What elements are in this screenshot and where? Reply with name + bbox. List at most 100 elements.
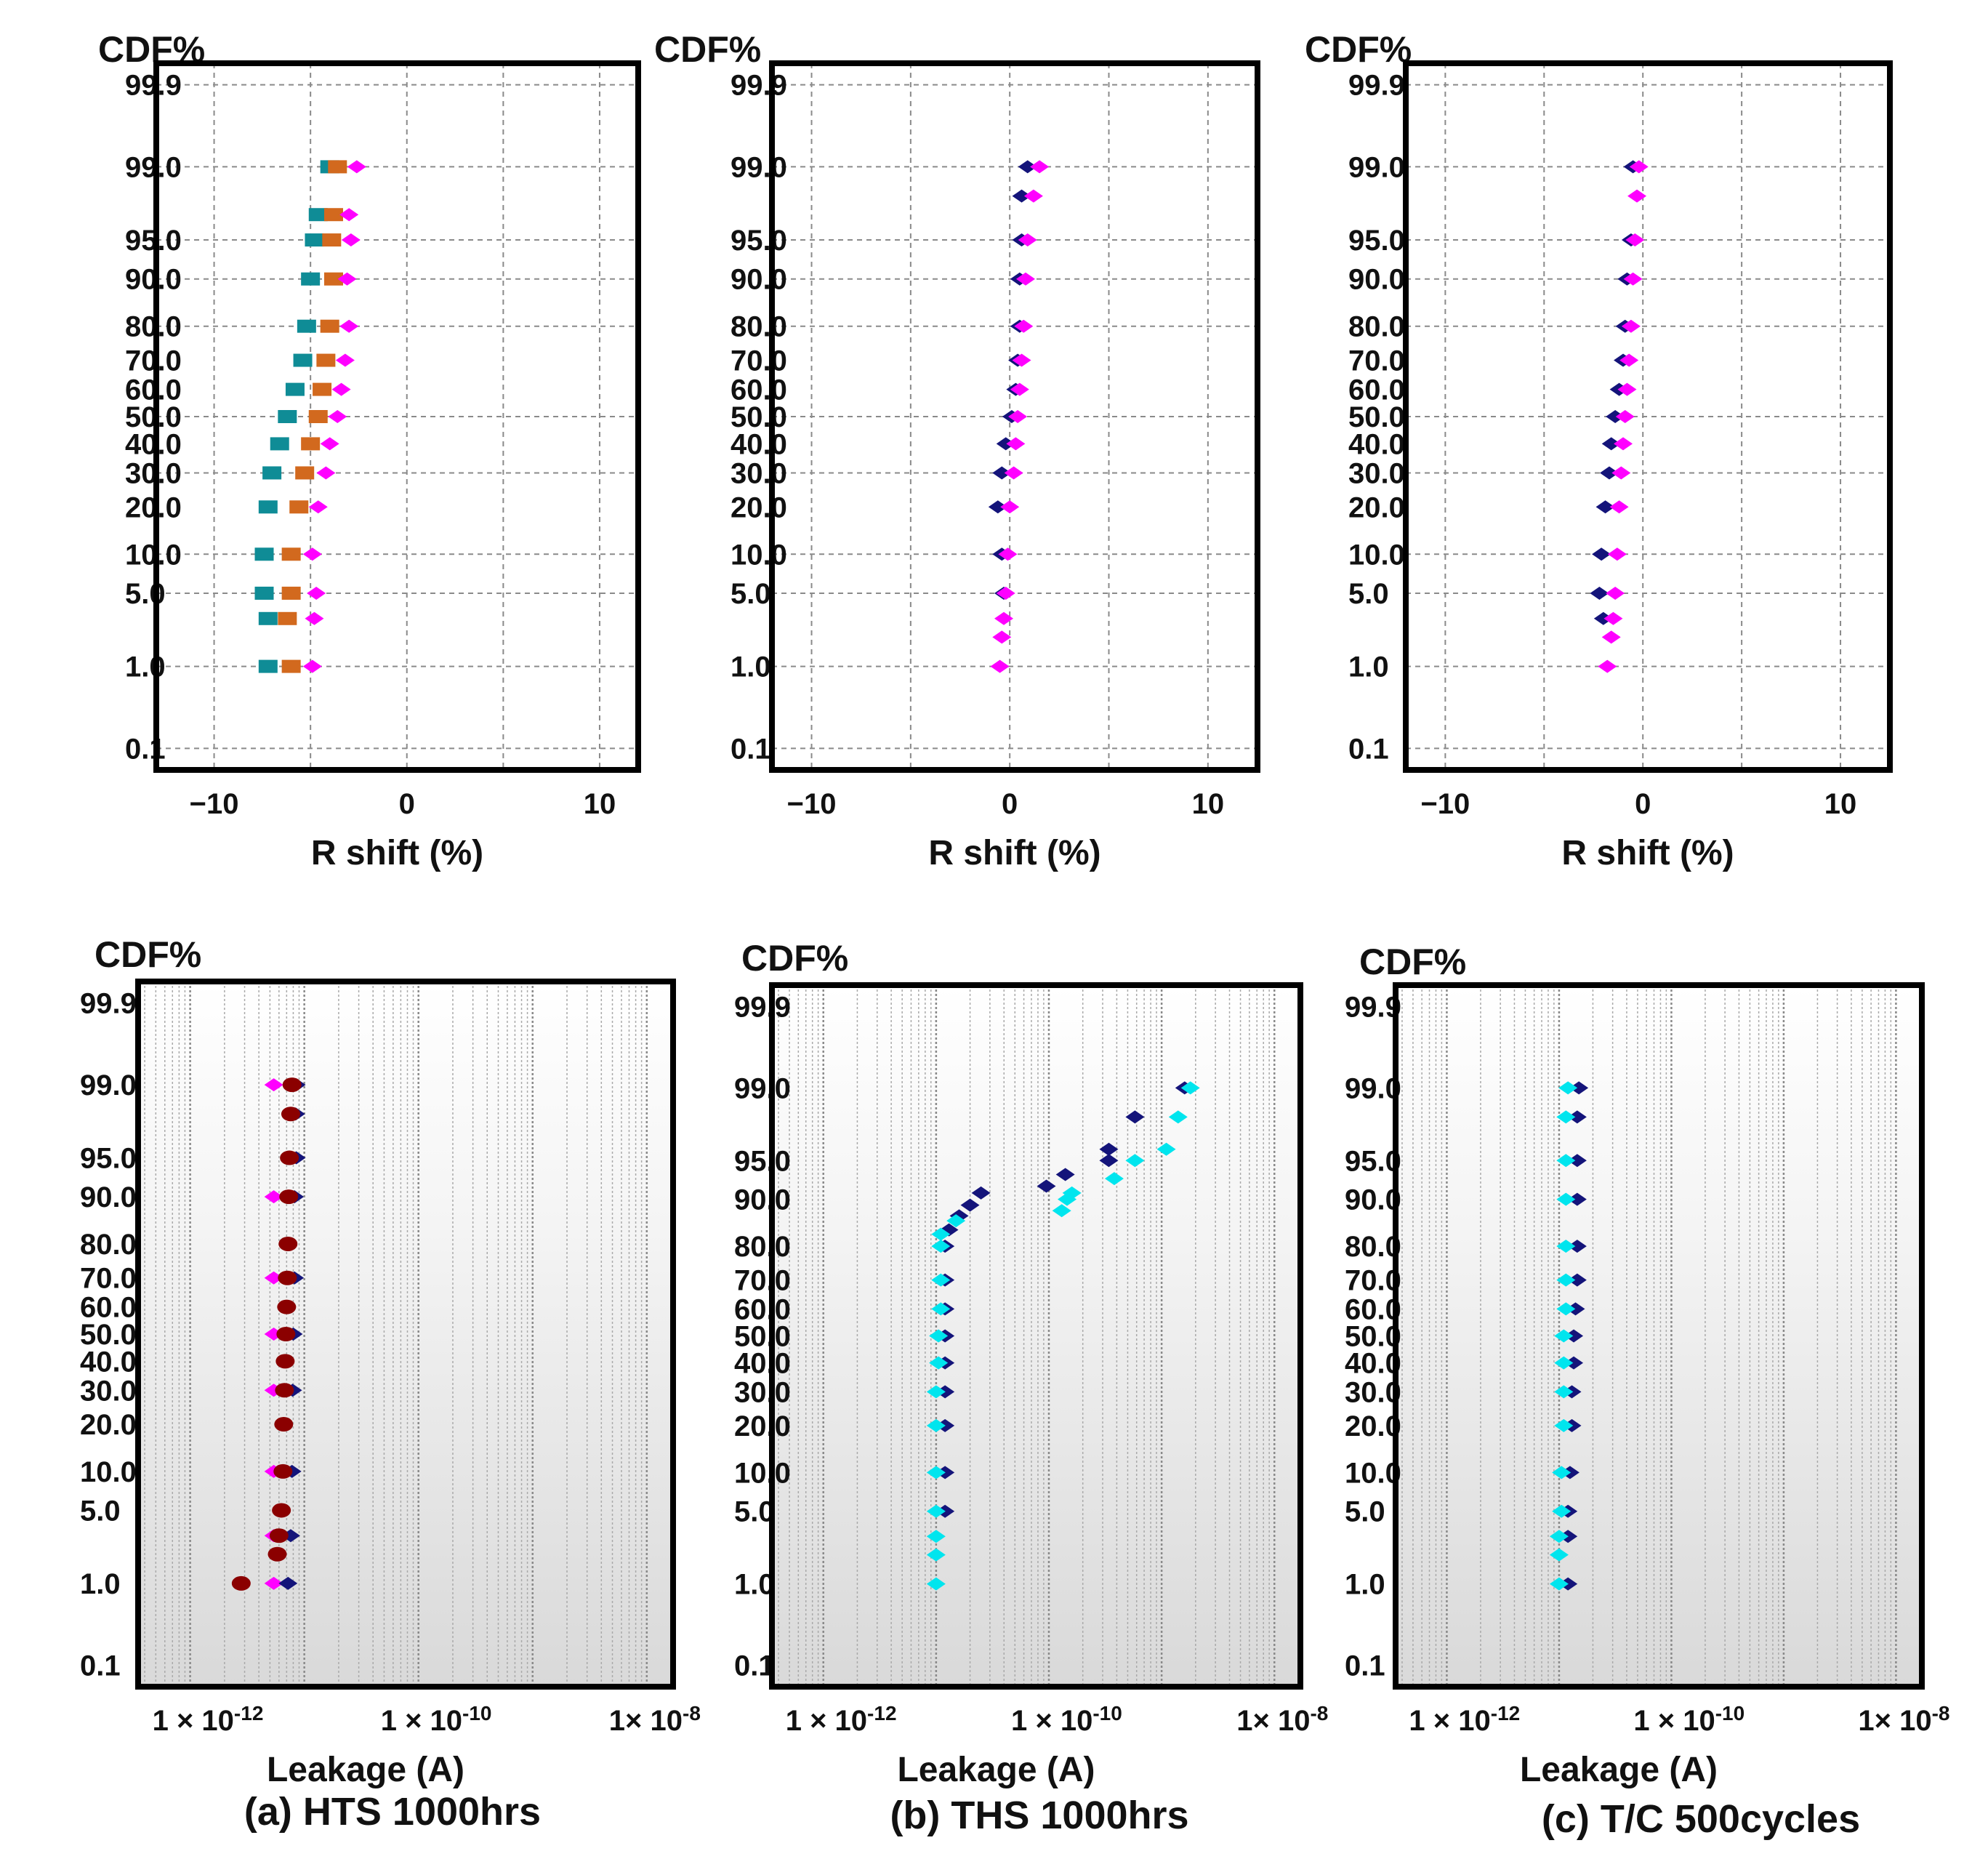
data-point	[1621, 319, 1641, 333]
series-teal	[254, 160, 339, 673]
data-point	[322, 233, 342, 247]
data-point	[272, 1503, 291, 1518]
y-tick-label: 60.0	[734, 1293, 791, 1325]
data-point	[328, 410, 347, 423]
data-point	[258, 611, 278, 625]
y-tick-label: 1.0	[125, 651, 166, 683]
y-tick-label: 99.9	[125, 70, 182, 102]
x-axis-title: Leakage (A)	[267, 1751, 464, 1789]
y-tick-label: 60.0	[731, 374, 787, 406]
series-cyan	[1549, 1081, 1578, 1591]
data-point	[1099, 1154, 1119, 1168]
x-tick-label: 1 × 10-10	[1633, 1702, 1744, 1737]
x-axis-title: R shift (%)	[311, 834, 483, 872]
x-tick-label: 10	[584, 788, 616, 820]
series-layer	[1549, 1081, 1589, 1591]
y-tick-label: 50.0	[1345, 1321, 1401, 1353]
y-tick-label: 20.0	[734, 1410, 791, 1442]
data-point	[295, 466, 315, 480]
plot-frame	[153, 60, 641, 773]
data-point	[282, 1077, 302, 1093]
y-tick-label: 99.0	[125, 151, 182, 183]
data-point	[258, 500, 278, 514]
data-point	[1099, 1142, 1119, 1156]
data-point	[1554, 1356, 1574, 1370]
y-tick-label: 50.0	[1348, 401, 1405, 433]
data-point	[305, 233, 324, 247]
x-tick-label: 10	[1824, 788, 1857, 820]
data-point	[931, 1227, 951, 1241]
data-point	[278, 611, 297, 625]
data-point	[1606, 410, 1625, 423]
data-point	[1564, 1356, 1584, 1370]
y-tick-label: 10.0	[1345, 1457, 1401, 1489]
data-point	[264, 1271, 283, 1285]
y-tick-label: 70.0	[1348, 345, 1405, 377]
y-tick-label: 60.0	[1345, 1293, 1401, 1325]
y-tick-label: 5.0	[125, 578, 166, 610]
data-point	[1018, 233, 1037, 247]
data-point	[992, 466, 1012, 480]
data-point	[1554, 1418, 1574, 1432]
panel-c-bottom: 99.9 99.0 95.0 90.0 80.070.060.050.040.030.0…	[1345, 941, 1950, 1789]
x-axis-title: R shift (%)	[928, 834, 1100, 872]
series-magenta	[990, 160, 1050, 673]
data-point	[279, 1189, 299, 1205]
plot-background	[772, 985, 1300, 1687]
data-point	[926, 1385, 946, 1399]
data-point	[926, 1548, 946, 1562]
x-tick-label: 1 × 10-12	[153, 1702, 264, 1737]
y-tick-label: 0.1	[1345, 1650, 1385, 1682]
y-tick-label: 0.1	[731, 733, 771, 765]
x-tick-label: 10	[1192, 788, 1225, 820]
plot-frame	[1393, 982, 1925, 1690]
y-tick-label: 20.0	[1348, 491, 1405, 523]
x-tick-label: 1 × 10-10	[381, 1702, 492, 1737]
y-tick-label: 20.0	[80, 1409, 137, 1441]
data-point	[1623, 272, 1643, 286]
data-point	[1593, 611, 1613, 625]
series-layer	[254, 160, 366, 673]
plot-background	[1406, 63, 1890, 770]
y-tick-label: 50.0	[125, 401, 182, 433]
data-point	[1617, 382, 1637, 396]
plot-background	[1396, 985, 1922, 1687]
x-tick-label: 1× 10-8	[1236, 1702, 1328, 1737]
data-point	[931, 1302, 951, 1316]
data-point	[1014, 319, 1034, 333]
data-point	[1625, 233, 1645, 247]
data-point	[1156, 1142, 1176, 1156]
y-tick-label: 50.0	[731, 401, 787, 433]
data-point	[1012, 189, 1031, 203]
data-point	[339, 208, 359, 222]
y-tick-label: 60.0	[1348, 374, 1405, 406]
y-tick-label: 95.0	[125, 225, 182, 257]
data-point	[278, 1270, 297, 1285]
data-point	[1552, 1504, 1572, 1518]
panel-b-top: 99.9 99.0 95.0 90.0 80.070.060.050.040.030.0…	[654, 29, 1260, 872]
x-axis-title: Leakage (A)	[1520, 1751, 1718, 1789]
data-point	[273, 1464, 293, 1479]
y-tick-label: 99.0	[80, 1069, 137, 1101]
y-tick-label: 0.1	[125, 733, 166, 765]
data-point	[992, 630, 1012, 644]
x-axis-title: R shift (%)	[1561, 834, 1734, 872]
y-tick-label: 99.9	[1348, 70, 1405, 102]
data-point	[998, 547, 1018, 561]
data-point	[254, 547, 274, 561]
data-point	[308, 410, 328, 423]
y-tick-label: 5.0	[1348, 578, 1389, 610]
data-point	[990, 659, 1010, 673]
data-point	[1606, 586, 1625, 600]
data-point	[1590, 586, 1609, 600]
data-point	[285, 382, 305, 396]
data-point	[1556, 1154, 1576, 1168]
data-point	[1554, 1329, 1574, 1343]
data-point	[278, 410, 297, 423]
data-point	[1104, 1172, 1124, 1186]
y-tick-label: 90.0	[1348, 264, 1405, 296]
x-tick-label: 1× 10-8	[1858, 1702, 1949, 1737]
x-tick-label: 1 × 10-12	[786, 1702, 897, 1737]
data-point	[1611, 466, 1631, 480]
y-tick-label: 90.0	[1345, 1184, 1401, 1216]
